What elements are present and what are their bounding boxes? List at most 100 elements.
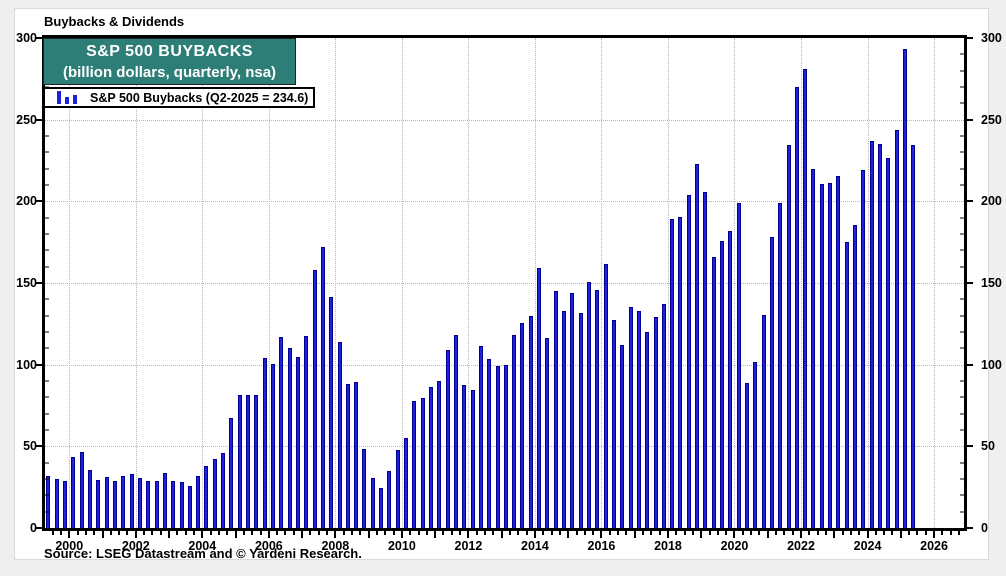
y-minor-tick (960, 380, 964, 382)
x-quarter-tick (525, 531, 528, 535)
x-quarter-tick (484, 531, 487, 535)
v-gridline (801, 38, 803, 528)
y-axis-label-right: 250 (981, 112, 1002, 127)
buyback-bar (412, 401, 417, 528)
buyback-bar (503, 364, 508, 528)
x-axis-year-label: 2026 (920, 539, 948, 553)
x-year-tick (68, 531, 71, 538)
x-quarter-tick (442, 531, 445, 535)
x-quarter-tick (891, 531, 894, 535)
chart-title-box: S&P 500 BUYBACKS (billion dollars, quart… (43, 38, 296, 85)
legend: S&P 500 Buybacks (Q2-2025 = 234.6) (43, 87, 315, 108)
x-quarter-tick (758, 531, 761, 535)
y-minor-tick (45, 168, 49, 170)
y-minor-tick (960, 298, 964, 300)
x-quarter-tick (209, 531, 212, 535)
x-quarter-tick (475, 531, 478, 535)
x-quarter-tick (725, 531, 728, 535)
buyback-bar (495, 366, 500, 528)
buyback-bar (778, 203, 783, 528)
y-axis-label-left: 300 (16, 31, 37, 45)
x-year-tick (168, 531, 171, 538)
buyback-bar (121, 475, 126, 528)
buyback-bar (620, 344, 625, 528)
x-axis-year-label: 2000 (55, 539, 84, 553)
v-gridline (601, 38, 603, 528)
x-quarter-tick (691, 531, 694, 535)
v-gridline (667, 38, 669, 528)
x-year-tick (899, 531, 902, 538)
buyback-bar (878, 143, 883, 528)
x-quarter-tick (824, 531, 827, 535)
y-major-tick (967, 118, 973, 121)
chart-title: S&P 500 BUYBACKS (86, 43, 253, 60)
x-year-tick (933, 531, 936, 538)
x-quarter-tick (284, 531, 287, 535)
y-minor-tick (960, 511, 964, 513)
v-gridline (867, 38, 869, 528)
x-year-tick (633, 531, 636, 538)
mini-bar-chart-icon (57, 91, 81, 104)
buyback-bar (63, 480, 68, 528)
buyback-bar (703, 191, 708, 528)
x-quarter-tick (59, 531, 62, 535)
v-gridline (934, 38, 936, 528)
buyback-bar (146, 481, 151, 528)
buyback-bar (104, 476, 109, 528)
x-axis-year-label: 2024 (853, 539, 882, 553)
x-quarter-tick (51, 531, 54, 535)
y-minor-tick (45, 135, 49, 137)
x-quarter-tick (176, 531, 179, 535)
x-year-tick (500, 531, 503, 538)
x-quarter-tick (750, 531, 753, 535)
buyback-bar (221, 452, 226, 528)
x-year-tick (533, 531, 536, 538)
buyback-bar (803, 69, 808, 528)
y-minor-tick (960, 462, 964, 464)
y-minor-tick (960, 413, 964, 415)
v-gridline (335, 38, 337, 528)
y-minor-tick (960, 331, 964, 333)
v-gridline (468, 38, 470, 528)
x-quarter-tick (259, 531, 262, 535)
x-quarter-tick (508, 531, 511, 535)
h-gridline (45, 201, 964, 203)
x-quarter-tick (109, 531, 112, 535)
buyback-bar (420, 398, 425, 528)
buyback-bar (262, 357, 267, 528)
y-axis-label-right: 0 (981, 521, 988, 535)
legend-bar-icon (73, 95, 77, 104)
x-quarter-tick (650, 531, 653, 535)
buyback-bar (379, 488, 384, 528)
x-year-tick (700, 531, 703, 538)
buyback-bar (229, 417, 234, 528)
x-axis-year-label: 2020 (720, 539, 749, 553)
x-quarter-tick (450, 531, 453, 535)
buyback-bar (79, 452, 84, 528)
x-axis-year-label: 2004 (188, 539, 217, 553)
y-major-tick (36, 527, 42, 529)
buyback-bar (320, 247, 325, 528)
buyback-bar (404, 437, 409, 528)
y-major-tick (967, 282, 973, 284)
x-year-tick (267, 531, 270, 538)
x-quarter-tick (226, 531, 229, 535)
x-quarter-tick (143, 531, 146, 535)
buyback-bar (636, 310, 641, 528)
buyback-bar (844, 242, 849, 528)
x-quarter-tick (350, 531, 353, 535)
x-quarter-tick (958, 531, 960, 535)
buyback-bar (720, 240, 725, 528)
y-minor-tick (45, 315, 49, 317)
x-quarter-tick (93, 531, 96, 535)
buyback-bar (570, 292, 575, 528)
buyback-bar (212, 459, 217, 528)
x-quarter-tick (775, 531, 778, 535)
buyback-bar (678, 216, 683, 528)
y-minor-tick (960, 396, 964, 398)
y-axis-label-right: 150 (981, 276, 1002, 290)
buyback-bar (528, 316, 533, 528)
x-quarter-tick (309, 531, 312, 535)
y-axis-label-left: 0 (30, 521, 37, 535)
buyback-bar (453, 334, 458, 528)
